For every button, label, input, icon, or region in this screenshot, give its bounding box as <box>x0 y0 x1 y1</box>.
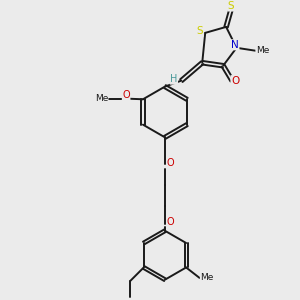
Text: O: O <box>231 76 239 85</box>
Text: Me: Me <box>256 46 269 55</box>
Text: S: S <box>228 1 235 11</box>
Text: Me: Me <box>200 273 214 282</box>
Text: N: N <box>231 40 239 50</box>
Text: O: O <box>167 158 174 168</box>
Text: O: O <box>122 90 130 100</box>
Text: S: S <box>196 26 203 36</box>
Text: Me: Me <box>95 94 108 103</box>
Text: H: H <box>170 74 178 84</box>
Text: O: O <box>167 218 174 227</box>
